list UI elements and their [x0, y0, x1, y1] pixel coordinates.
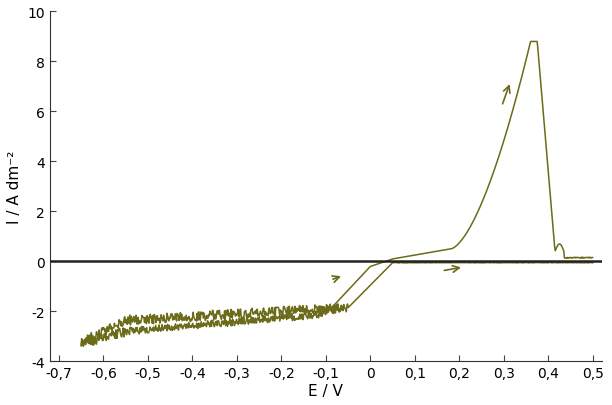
Y-axis label: I / A dm⁻²: I / A dm⁻² — [7, 150, 22, 224]
X-axis label: E / V: E / V — [308, 383, 343, 398]
